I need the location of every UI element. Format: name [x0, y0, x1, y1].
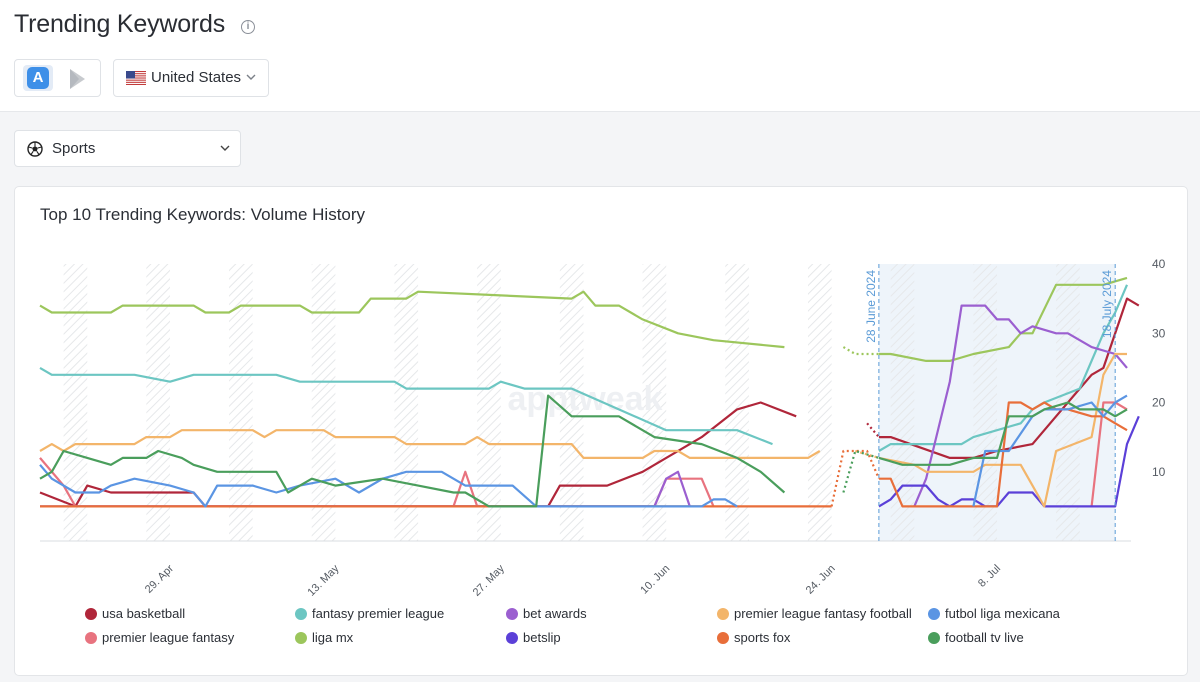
y-tick-label: 10	[1152, 465, 1166, 479]
weekend-band	[642, 264, 667, 541]
weekend-band	[394, 264, 419, 541]
series-projection-line	[830, 449, 880, 507]
x-tick-label: 27. May	[471, 562, 508, 599]
series-projection-line	[854, 449, 880, 459]
weekend-band	[63, 264, 88, 541]
soccer-ball-icon	[27, 141, 43, 157]
x-tick-label: 29. Apr	[143, 562, 176, 595]
series-line	[878, 352, 1127, 508]
legend-color-dot	[506, 632, 518, 644]
store-selector: A	[14, 59, 101, 97]
series-line	[972, 394, 1128, 507]
chevron-down-icon	[246, 74, 256, 80]
series-line	[39, 429, 821, 459]
annotation-label: 18 July 2024	[1100, 270, 1114, 338]
legend-color-dot	[85, 608, 97, 620]
legend-color-dot	[295, 632, 307, 644]
weekend-band	[146, 264, 170, 541]
series-line	[1090, 401, 1128, 507]
page-title: Trending Keywords	[14, 10, 226, 38]
legend-label: liga mx	[312, 630, 354, 645]
series-line	[878, 401, 1128, 508]
legend-color-dot	[85, 632, 97, 644]
x-tick-label: 13. May	[305, 562, 342, 599]
x-tick-label: 24. Jun	[804, 563, 838, 597]
header-bar: Trending Keywords i A United States	[0, 0, 1200, 112]
google-play-button[interactable]	[65, 66, 89, 92]
legend-label: usa basketball	[102, 606, 186, 621]
series-line	[39, 290, 785, 349]
legend-label: premier league fantasy football	[734, 606, 912, 621]
series-line	[39, 366, 773, 446]
weekend-band	[890, 264, 915, 541]
legend-label: sports fox	[734, 630, 791, 645]
legend-label: futbol liga mexicana	[945, 606, 1060, 621]
legend-label: premier league fantasy	[102, 630, 235, 645]
series-line	[878, 415, 1140, 508]
category-select[interactable]: Sports	[14, 130, 241, 167]
legend-color-dot	[928, 632, 940, 644]
legend-color-dot	[295, 608, 307, 620]
google-play-icon	[70, 69, 85, 89]
chart-card: Top 10 Trending Keywords: Volume History…	[14, 186, 1188, 676]
weekend-band	[725, 264, 749, 541]
chart-legend: usa basketball premier league fantasy fant…	[85, 605, 1145, 655]
volume-history-chart: apptweak 10 20 30 40 29. Apr 13. May 27. May 10.…	[39, 257, 1166, 599]
legend-color-dot	[717, 608, 729, 620]
chevron-down-icon	[220, 145, 230, 151]
app-store-icon: A	[27, 67, 49, 89]
x-tick-label: 10. Jun	[638, 563, 672, 597]
legend-color-dot	[717, 632, 729, 644]
series-projection-line	[842, 346, 879, 356]
us-flag-icon	[126, 71, 146, 85]
weekend-band	[477, 264, 501, 541]
series-line	[39, 394, 786, 508]
weekend-band	[973, 264, 998, 541]
legend-color-dot	[506, 608, 518, 620]
x-tick-label: 8. Jul	[976, 563, 1003, 590]
series-line	[913, 304, 1128, 507]
series-line	[39, 457, 715, 508]
legend-label: football tv live	[945, 630, 1024, 645]
country-select[interactable]: United States	[113, 59, 269, 97]
legend-label: bet awards	[523, 606, 587, 621]
series-projection-line	[842, 449, 880, 493]
weekend-band	[311, 264, 336, 541]
series-line	[878, 401, 1128, 466]
app-store-button[interactable]: A	[23, 65, 53, 91]
series-line	[878, 276, 1128, 362]
annotation-label: 28 June 2024	[864, 270, 878, 343]
y-tick-label: 20	[1152, 396, 1166, 410]
series-line	[878, 297, 1140, 459]
watermark-text: apptweak	[508, 380, 663, 418]
legend-label: fantasy premier league	[312, 606, 445, 621]
weekend-band	[807, 264, 832, 541]
series-projection-line	[866, 422, 880, 438]
category-label: Sports	[52, 140, 96, 157]
series-line	[39, 464, 738, 508]
weekend-band	[559, 264, 584, 541]
country-label: United States	[151, 69, 242, 86]
y-tick-label: 30	[1152, 326, 1166, 340]
info-icon[interactable]: i	[241, 20, 255, 34]
legend-color-dot	[928, 608, 940, 620]
y-tick-label: 40	[1152, 257, 1166, 271]
chart-title: Top 10 Trending Keywords: Volume History	[40, 205, 366, 224]
legend-label: betslip	[523, 630, 561, 645]
series-line	[39, 401, 797, 508]
